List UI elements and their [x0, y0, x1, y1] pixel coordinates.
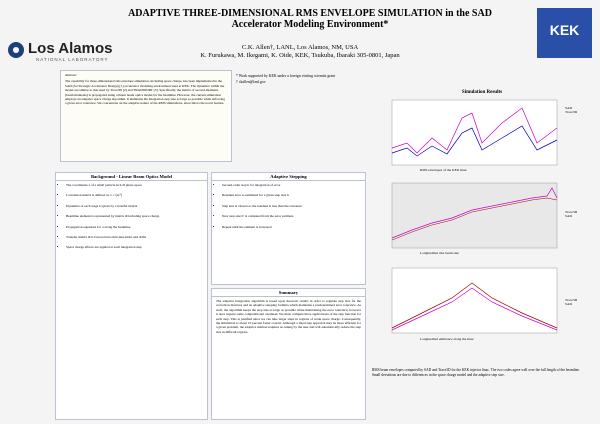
- section-title: Background - Linear Beam Optics Model: [56, 173, 207, 181]
- section-title: Summary: [212, 289, 365, 297]
- logo-right: KEK: [537, 8, 592, 58]
- caption: RMS envelopes of the KEK linac: [420, 168, 467, 172]
- authors: C.K. Allen†, LANL, Los Alamos, NM, USA: [241, 44, 359, 51]
- adaptive-panel: Adaptive Stepping Second-order step h fo…: [211, 172, 366, 285]
- bullet: Step size is chosen so the residual is l…: [222, 204, 361, 208]
- abstract-text: The capability for three-dimensional rms…: [65, 79, 225, 106]
- legend: Trace3D SAD: [565, 298, 577, 306]
- footnote: † ckallen@lanl.gov: [236, 80, 266, 84]
- legend-item: SAD: [565, 302, 573, 306]
- bullet: New step size h′ is computed from the er…: [222, 214, 361, 218]
- caption: Longitudinal rms beam size: [420, 251, 459, 255]
- abstract-title: Abstract: [65, 73, 77, 77]
- bullet: The coordinates z of a small particle in…: [66, 183, 203, 187]
- legend-item: Trace3D: [565, 210, 578, 214]
- legend: SAD Trace3D: [565, 106, 577, 114]
- summary-panel: Summary The adaptive integration algorit…: [211, 288, 366, 420]
- footnote: * Work supported by KEK under a foreign …: [236, 74, 336, 78]
- bullet: Beamline element is represented by matri…: [66, 214, 203, 218]
- summary-text: The adaptive integration algorithm is ba…: [216, 299, 361, 334]
- list: Second-order step h for integration of e…: [212, 181, 365, 237]
- bullet: Propagation equations for σ along the be…: [66, 225, 203, 229]
- bullet: Transfer matrix Φ is factored into thin-…: [66, 235, 203, 239]
- legend: Trace3D SAD: [565, 210, 577, 218]
- title: ADAPTIVE THREE-DIMENSIONAL RMS ENVELOPE …: [128, 8, 492, 30]
- bullets: Second-order step h for integration of e…: [216, 183, 361, 229]
- bullets: The coordinates z of a small particle in…: [60, 183, 203, 250]
- list: The coordinates z of a small particle in…: [56, 181, 207, 258]
- bullet: Dynamics of each stage is given by a tra…: [66, 204, 203, 208]
- results-title: Simulation Results: [461, 90, 503, 95]
- abstract: Abstract The capability for three-dimens…: [60, 70, 232, 162]
- legend-item: Trace3D: [565, 110, 578, 114]
- logo-left: Los Alamos NATIONAL LABORATORY: [6, 40, 116, 62]
- bullet: Residual error is estimated for a given …: [222, 193, 361, 197]
- authors: K. Furukawa, M. Ikegami, K. Oide, KEK, T…: [200, 52, 400, 59]
- bullet: Second-order step h for integration of e…: [222, 183, 361, 187]
- bullet: Space charge effects are applied at each…: [66, 245, 203, 249]
- section-title: Adaptive Stepping: [212, 173, 365, 181]
- plots: [391, 99, 558, 334]
- logo-sub: NATIONAL LABORATORY: [36, 57, 109, 62]
- bullet: Correlation matrix is defined as σ = ⟨zz…: [66, 193, 203, 197]
- logo-mark: [8, 42, 24, 58]
- legend-item: SAD: [565, 106, 573, 110]
- legend-item: Trace3D: [565, 298, 578, 302]
- legend-item: SAD: [565, 214, 573, 218]
- logo-text: Los Alamos: [28, 40, 113, 57]
- bullet: Repeat until the element is traversed: [222, 225, 361, 229]
- background-panel: Background - Linear Beam Optics Model Th…: [55, 172, 208, 420]
- results-note: RMS beam envelopes computed by SAD and T…: [372, 368, 580, 377]
- caption: Longitudinal emittance along the linac: [420, 337, 475, 341]
